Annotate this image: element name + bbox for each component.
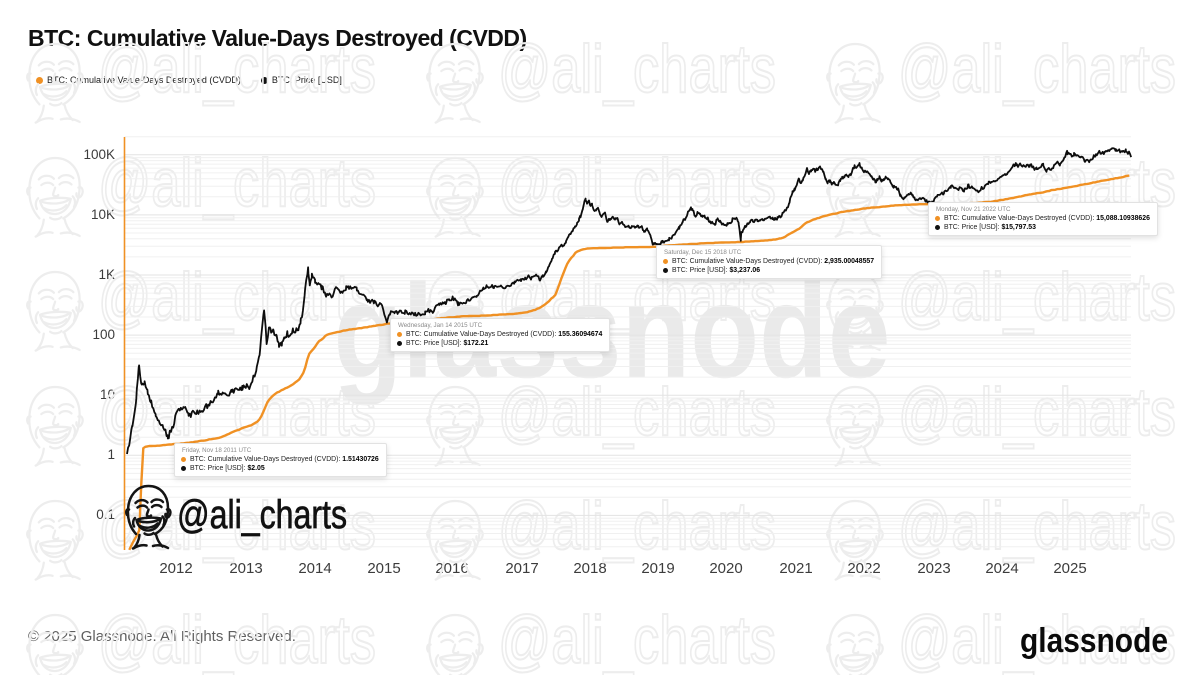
svg-text:@ali_charts: @ali_charts [498, 374, 776, 450]
svg-text:@ali_charts: @ali_charts [98, 602, 376, 675]
svg-text:@ali_charts: @ali_charts [498, 145, 776, 221]
svg-text:@ali_charts: @ali_charts [898, 488, 1176, 564]
svg-text:@ali_charts: @ali_charts [98, 374, 376, 450]
svg-text:@ali_charts: @ali_charts [898, 374, 1176, 450]
svg-text:@ali_charts: @ali_charts [98, 145, 376, 221]
svg-text:@ali_charts: @ali_charts [498, 488, 776, 564]
svg-text:@ali_charts: @ali_charts [98, 259, 376, 335]
svg-text:@ali_charts: @ali_charts [898, 602, 1176, 675]
svg-text:@ali_charts: @ali_charts [898, 259, 1176, 335]
svg-text:@ali_charts: @ali_charts [177, 493, 347, 537]
svg-text:@ali_charts: @ali_charts [98, 31, 376, 107]
svg-text:glassnode: glassnode [1020, 622, 1168, 660]
svg-text:@ali_charts: @ali_charts [498, 31, 776, 107]
svg-text:@ali_charts: @ali_charts [498, 602, 776, 675]
svg-text:@ali_charts: @ali_charts [898, 31, 1176, 107]
